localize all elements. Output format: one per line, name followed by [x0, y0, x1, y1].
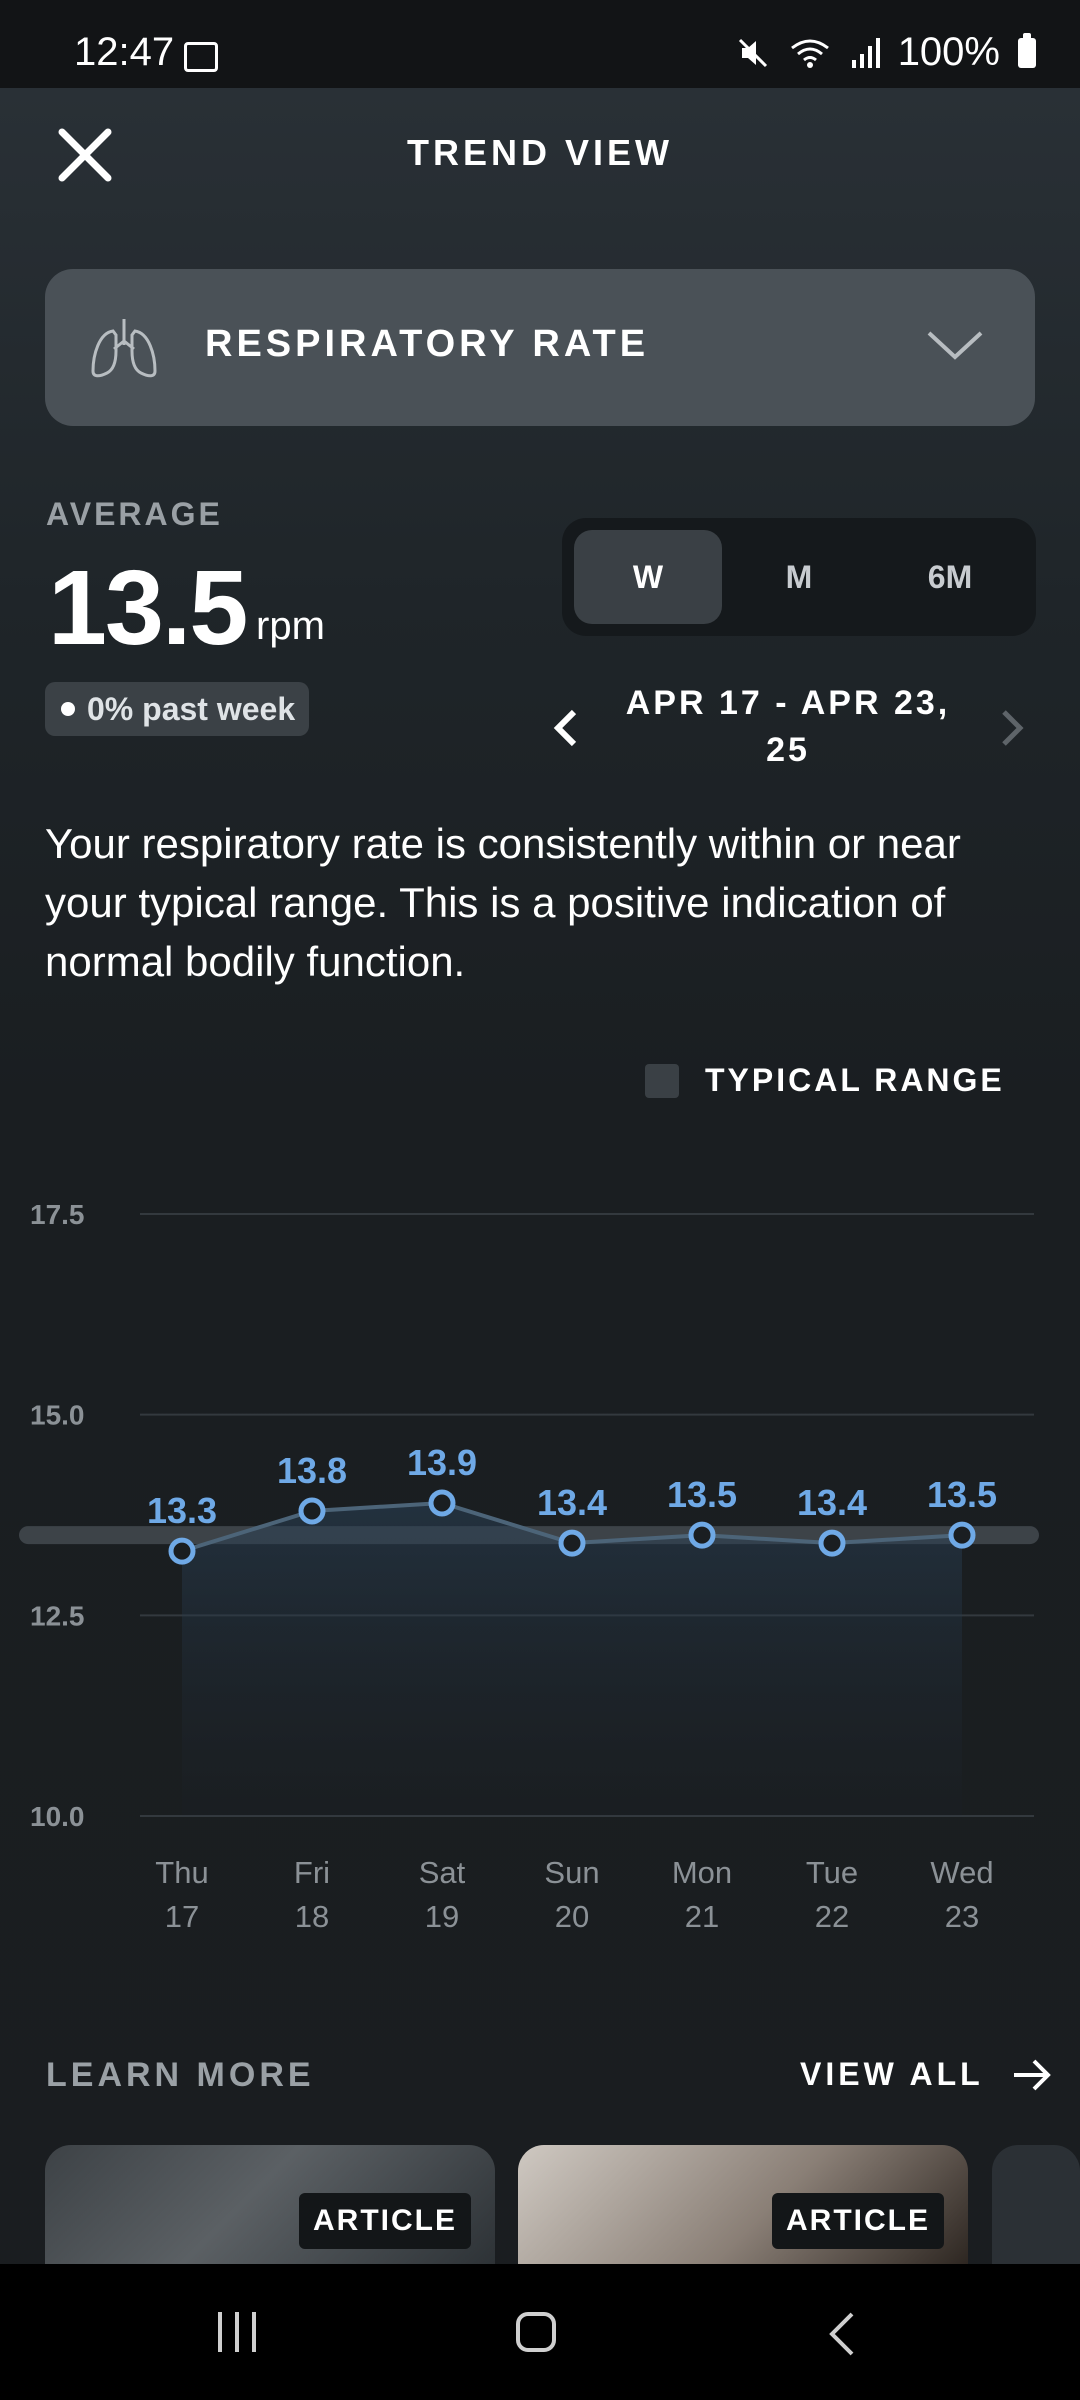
x-tick-date: 17	[165, 1899, 199, 1934]
date-range: APR 17 - APR 23, 25	[598, 680, 978, 774]
x-tick-day: Mon	[672, 1855, 732, 1890]
data-label: 13.4	[797, 1482, 867, 1523]
legend-label: TYPICAL RANGE	[705, 1062, 1005, 1098]
data-point	[168, 1537, 196, 1565]
data-point	[688, 1521, 716, 1549]
average-unit: rpm	[256, 604, 325, 648]
data-label: 13.8	[277, 1450, 347, 1491]
gallery-notification-icon	[184, 42, 218, 72]
x-tick-date: 21	[685, 1899, 719, 1934]
chevron-down-icon	[927, 331, 983, 360]
wifi-icon	[790, 39, 829, 68]
home-icon[interactable]	[516, 2312, 556, 2352]
x-tick-date: 18	[295, 1899, 329, 1934]
data-label: 13.5	[667, 1474, 737, 1515]
battery-icon	[1018, 32, 1036, 68]
tab-6-months[interactable]: 6M	[927, 559, 973, 595]
article-card-partial[interactable]	[992, 2145, 1080, 2265]
metric-label: RESPIRATORY RATE	[205, 323, 650, 365]
learn-more-title: LEARN MORE	[46, 2056, 315, 2094]
chart-legend: TYPICAL RANGE	[645, 1062, 1005, 1099]
chevron-right-icon[interactable]	[996, 706, 1030, 750]
status-time: 12:47	[74, 30, 175, 74]
y-tick-label: 15.0	[30, 1400, 85, 1431]
date-range-line1: APR 17 - APR 23,	[625, 684, 951, 722]
battery-percent: 100%	[897, 30, 1000, 74]
recents-icon[interactable]	[214, 2310, 260, 2354]
x-tick-date: 23	[945, 1899, 979, 1934]
data-point	[948, 1521, 976, 1549]
data-point	[558, 1529, 586, 1557]
close-icon[interactable]	[56, 126, 114, 184]
tab-week[interactable]: W	[574, 530, 722, 624]
chart-area-fill	[182, 1502, 962, 1816]
average-label: AVERAGE	[46, 496, 223, 532]
view-all-label: VIEW ALL	[800, 2056, 984, 2092]
period-selector: W M 6M	[562, 518, 1036, 636]
x-tick-day: Tue	[806, 1855, 858, 1890]
data-label: 13.5	[927, 1474, 997, 1515]
x-tick-date: 20	[555, 1899, 589, 1934]
x-tick-day: Sun	[544, 1855, 599, 1890]
x-tick-date: 22	[815, 1899, 849, 1934]
lungs-icon	[91, 319, 157, 378]
article-card[interactable]: ARTICLE	[45, 2145, 495, 2265]
data-point	[428, 1489, 456, 1517]
x-tick-day: Wed	[930, 1855, 993, 1890]
article-badge: ARTICLE	[299, 2193, 471, 2249]
metric-selector[interactable]: RESPIRATORY RATE	[45, 269, 1035, 426]
article-badge: ARTICLE	[772, 2193, 944, 2249]
change-text: 0% past week	[87, 690, 296, 727]
article-card[interactable]: ARTICLE	[518, 2145, 968, 2265]
y-tick-label: 12.5	[30, 1600, 85, 1631]
data-label: 13.4	[537, 1482, 607, 1523]
respiratory-rate-chart: 17.5 15.0 12.5 10.0 13.3 13.8 13.9 13.4 13.5 13.…	[19, 1199, 1039, 1934]
date-range-line2: 25	[766, 731, 810, 769]
chevron-left-icon[interactable]	[548, 706, 582, 750]
back-icon[interactable]	[824, 2310, 858, 2358]
data-point	[818, 1529, 846, 1557]
x-tick-day: Fri	[294, 1855, 330, 1890]
y-tick-label: 10.0	[30, 1801, 85, 1832]
x-tick-day: Thu	[155, 1855, 208, 1890]
data-label: 13.3	[147, 1490, 217, 1531]
data-label: 13.9	[407, 1442, 477, 1483]
y-tick-label: 17.5	[30, 1199, 85, 1230]
status-bar: 12:47 100%	[0, 0, 1080, 88]
change-dot-icon	[61, 702, 75, 716]
view-all-link[interactable]: VIEW ALL	[800, 2056, 1052, 2093]
arrow-right-icon	[1013, 2059, 1051, 2090]
typical-range-swatch	[645, 1063, 679, 1098]
x-tick-date: 19	[425, 1899, 459, 1934]
status-icons: 100%	[736, 30, 1036, 75]
page-title: TREND VIEW	[406, 132, 673, 173]
x-tick-day: Sat	[419, 1855, 466, 1890]
data-point	[298, 1497, 326, 1525]
system-nav-bar	[0, 2264, 1080, 2400]
signal-icon	[851, 37, 880, 68]
trend-description: Your respiratory rate is consistently wi…	[45, 820, 961, 985]
tab-month[interactable]: M	[785, 559, 813, 595]
change-badge: 0% past week	[45, 682, 310, 736]
average-value: 13.5	[48, 549, 248, 667]
mute-icon	[738, 38, 767, 67]
